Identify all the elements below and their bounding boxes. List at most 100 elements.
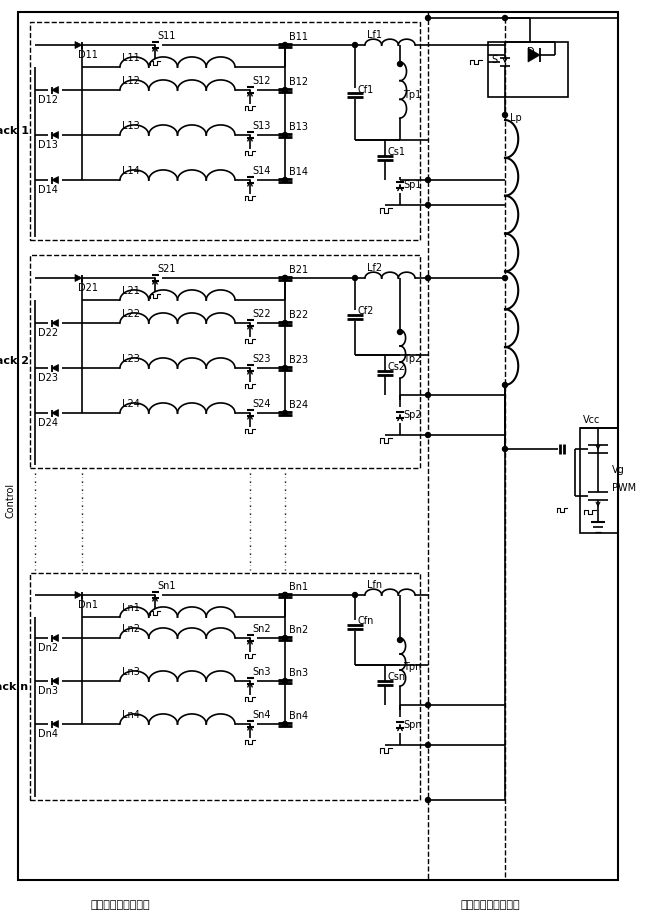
Text: D: D	[527, 47, 534, 57]
Text: S22: S22	[252, 309, 270, 319]
Bar	[30, 255, 420, 468]
Text: S21: S21	[157, 264, 175, 274]
Text: Ln3: Ln3	[122, 667, 140, 677]
Circle shape	[397, 62, 402, 66]
Text: Bn2: Bn2	[289, 625, 308, 635]
Text: Sp1: Sp1	[403, 180, 421, 190]
Text: PWM: PWM	[612, 483, 636, 493]
Text: Ln4: Ln4	[122, 710, 140, 720]
Text: Lfn: Lfn	[367, 580, 382, 590]
Text: Dn1: Dn1	[78, 600, 98, 610]
Circle shape	[503, 446, 507, 452]
Polygon shape	[75, 591, 82, 599]
Circle shape	[283, 275, 287, 281]
Polygon shape	[52, 634, 58, 642]
Text: Sn1: Sn1	[157, 581, 175, 591]
Text: S12: S12	[252, 76, 270, 86]
Text: S14: S14	[252, 166, 270, 176]
Text: Spn: Spn	[403, 720, 422, 730]
Text: Cs2: Cs2	[388, 362, 406, 372]
Text: D13: D13	[38, 140, 58, 150]
Text: S: S	[491, 55, 497, 65]
Circle shape	[503, 113, 507, 118]
Polygon shape	[528, 48, 540, 62]
Text: D14: D14	[38, 185, 58, 195]
Text: Vcc: Vcc	[583, 415, 600, 425]
Text: Tpn: Tpn	[403, 662, 421, 672]
Circle shape	[426, 798, 430, 802]
Text: L21: L21	[122, 286, 140, 296]
Text: Sp2: Sp2	[403, 410, 422, 420]
Text: Dn3: Dn3	[38, 686, 58, 696]
Circle shape	[283, 275, 287, 281]
Text: L24: L24	[122, 399, 140, 409]
Bar	[30, 22, 420, 240]
Polygon shape	[75, 274, 82, 282]
Circle shape	[503, 383, 507, 387]
Circle shape	[426, 16, 430, 20]
Circle shape	[283, 365, 287, 371]
Circle shape	[283, 635, 287, 641]
Circle shape	[283, 87, 287, 93]
Text: L14: L14	[122, 166, 140, 176]
Text: D12: D12	[38, 95, 58, 105]
Text: B14: B14	[289, 167, 308, 177]
Text: Vg: Vg	[612, 465, 625, 475]
Text: L12: L12	[122, 76, 140, 86]
Text: B22: B22	[289, 310, 308, 320]
Circle shape	[283, 42, 287, 48]
Circle shape	[353, 42, 358, 48]
Circle shape	[503, 275, 507, 281]
Text: D24: D24	[38, 418, 58, 428]
Polygon shape	[52, 721, 58, 727]
Text: D21: D21	[78, 283, 98, 293]
Circle shape	[426, 177, 430, 183]
Text: B12: B12	[289, 77, 308, 87]
Circle shape	[283, 722, 287, 726]
Text: D22: D22	[38, 328, 58, 338]
Text: Cs1: Cs1	[388, 147, 406, 157]
Polygon shape	[52, 319, 58, 327]
Text: Ln2: Ln2	[122, 624, 140, 634]
Circle shape	[283, 592, 287, 598]
Polygon shape	[75, 41, 82, 49]
Polygon shape	[52, 364, 58, 372]
Text: 第一级均衡（组间）: 第一级均衡（组间）	[460, 900, 520, 910]
Text: Pack 1: Pack 1	[0, 126, 28, 136]
Circle shape	[283, 678, 287, 684]
Circle shape	[426, 275, 430, 281]
Text: B11: B11	[289, 32, 308, 42]
Polygon shape	[52, 677, 58, 685]
Text: S11: S11	[157, 31, 175, 41]
Circle shape	[353, 275, 358, 281]
Text: L22: L22	[122, 309, 140, 319]
Circle shape	[397, 330, 402, 334]
Text: Bn4: Bn4	[289, 711, 308, 721]
Text: B13: B13	[289, 122, 308, 132]
Circle shape	[426, 203, 430, 207]
Polygon shape	[52, 86, 58, 94]
Circle shape	[283, 177, 287, 183]
Text: Bn3: Bn3	[289, 668, 308, 678]
Bar	[580, 428, 618, 533]
Circle shape	[283, 410, 287, 416]
Circle shape	[426, 393, 430, 397]
Bar	[30, 573, 420, 800]
Circle shape	[353, 592, 358, 598]
Text: Dn2: Dn2	[38, 643, 58, 653]
Circle shape	[503, 16, 507, 20]
Text: S13: S13	[252, 121, 270, 131]
Text: Cf1: Cf1	[358, 85, 374, 95]
Text: Tp1: Tp1	[403, 90, 421, 100]
Circle shape	[426, 702, 430, 708]
Text: 第二级均衡（组内）: 第二级均衡（组内）	[90, 900, 150, 910]
Text: Cfn: Cfn	[358, 616, 375, 626]
Text: Sn4: Sn4	[252, 710, 270, 720]
Text: B21: B21	[289, 265, 308, 275]
Text: Lf2: Lf2	[367, 263, 382, 273]
Polygon shape	[52, 409, 58, 417]
Circle shape	[283, 320, 287, 326]
Circle shape	[283, 592, 287, 598]
Text: B24: B24	[289, 400, 308, 410]
Text: Ln1: Ln1	[122, 603, 140, 613]
